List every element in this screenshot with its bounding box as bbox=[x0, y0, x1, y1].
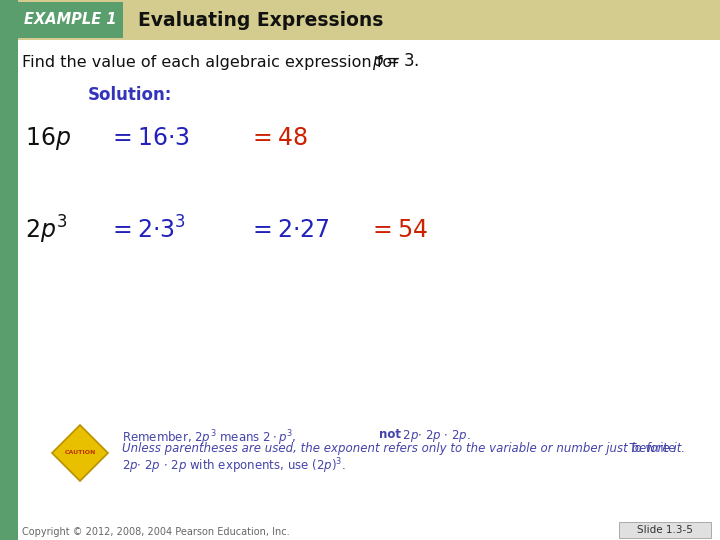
Text: $16p$: $16p$ bbox=[25, 125, 71, 152]
Text: $2p^3$: $2p^3$ bbox=[25, 214, 67, 246]
Text: Find the value of each algebraic expression for: Find the value of each algebraic express… bbox=[22, 55, 404, 70]
Text: Remember, $2p^3$ means $2 \cdot p^3$,: Remember, $2p^3$ means $2 \cdot p^3$, bbox=[122, 428, 297, 448]
Text: To write: To write bbox=[622, 442, 675, 455]
Text: EXAMPLE 1: EXAMPLE 1 bbox=[24, 12, 116, 28]
Text: Unless parentheses are used, the exponent refers only to the variable or number : Unless parentheses are used, the exponen… bbox=[122, 442, 685, 455]
Text: Slide 1.3-5: Slide 1.3-5 bbox=[637, 525, 693, 535]
Text: $= 48$: $= 48$ bbox=[248, 126, 307, 150]
Text: Copyright © 2012, 2008, 2004 Pearson Education, Inc.: Copyright © 2012, 2008, 2004 Pearson Edu… bbox=[22, 527, 289, 537]
Polygon shape bbox=[52, 425, 108, 481]
Text: Solution:: Solution: bbox=[88, 86, 172, 104]
FancyBboxPatch shape bbox=[619, 522, 711, 538]
Text: $p = 3.$: $p = 3.$ bbox=[372, 51, 419, 71]
Text: $= 54$: $= 54$ bbox=[368, 218, 428, 242]
Text: Evaluating Expressions: Evaluating Expressions bbox=[138, 10, 383, 30]
Text: CAUTION: CAUTION bbox=[64, 450, 96, 456]
Text: $2p{\cdot}$ $2p$ $\cdot$ $2p$ with exponents, use $(2p)^3$.: $2p{\cdot}$ $2p$ $\cdot$ $2p$ with expon… bbox=[122, 456, 346, 476]
Text: $2p{\cdot}$ $2p$ $\cdot$ $2p$.: $2p{\cdot}$ $2p$ $\cdot$ $2p$. bbox=[399, 428, 472, 444]
FancyBboxPatch shape bbox=[0, 0, 720, 40]
Text: $= 2{\cdot}27$: $= 2{\cdot}27$ bbox=[248, 218, 330, 242]
Text: $= 2{\cdot}3^3$: $= 2{\cdot}3^3$ bbox=[108, 217, 186, 244]
Text: not: not bbox=[379, 428, 401, 441]
FancyBboxPatch shape bbox=[0, 0, 18, 540]
Text: $= 16{\cdot}3$: $= 16{\cdot}3$ bbox=[108, 126, 189, 150]
FancyBboxPatch shape bbox=[18, 2, 123, 38]
